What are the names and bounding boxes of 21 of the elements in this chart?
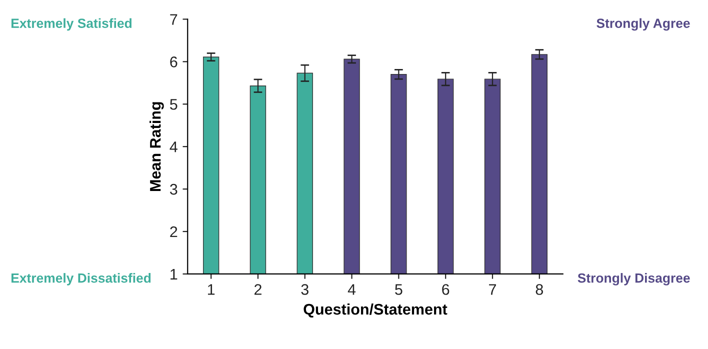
y-tick-label: 7 (170, 14, 178, 25)
y-tick-label: 4 (170, 142, 178, 152)
x-tick-label: 6 (442, 284, 450, 295)
text: Strongly Disagree (578, 273, 690, 286)
x-tick-label: 3 (301, 284, 308, 295)
y-tick-label: 1 (170, 268, 178, 280)
text: Strongly Agree (596, 18, 690, 31)
x-tick-label: 7 (489, 284, 496, 295)
x-tick-label: 2 (254, 284, 262, 295)
y-tick-label: 3 (170, 184, 178, 195)
x-tick-label: 4 (348, 284, 356, 295)
y-tick-label: 5 (170, 99, 178, 110)
y-tick-label: 6 (170, 56, 178, 68)
text: Extremely Satisfied (12, 18, 132, 31)
x-tick-label: 5 (395, 284, 402, 295)
y-axis-title: Mean Rating (150, 102, 164, 191)
x-axis-title: Question/Statement (304, 303, 448, 318)
text: Extremely Dissatisfied (12, 273, 151, 286)
x-tick-label: 8 (536, 284, 543, 295)
x-tick-label: 1 (208, 284, 215, 295)
y-tick-label: 2 (170, 226, 178, 238)
